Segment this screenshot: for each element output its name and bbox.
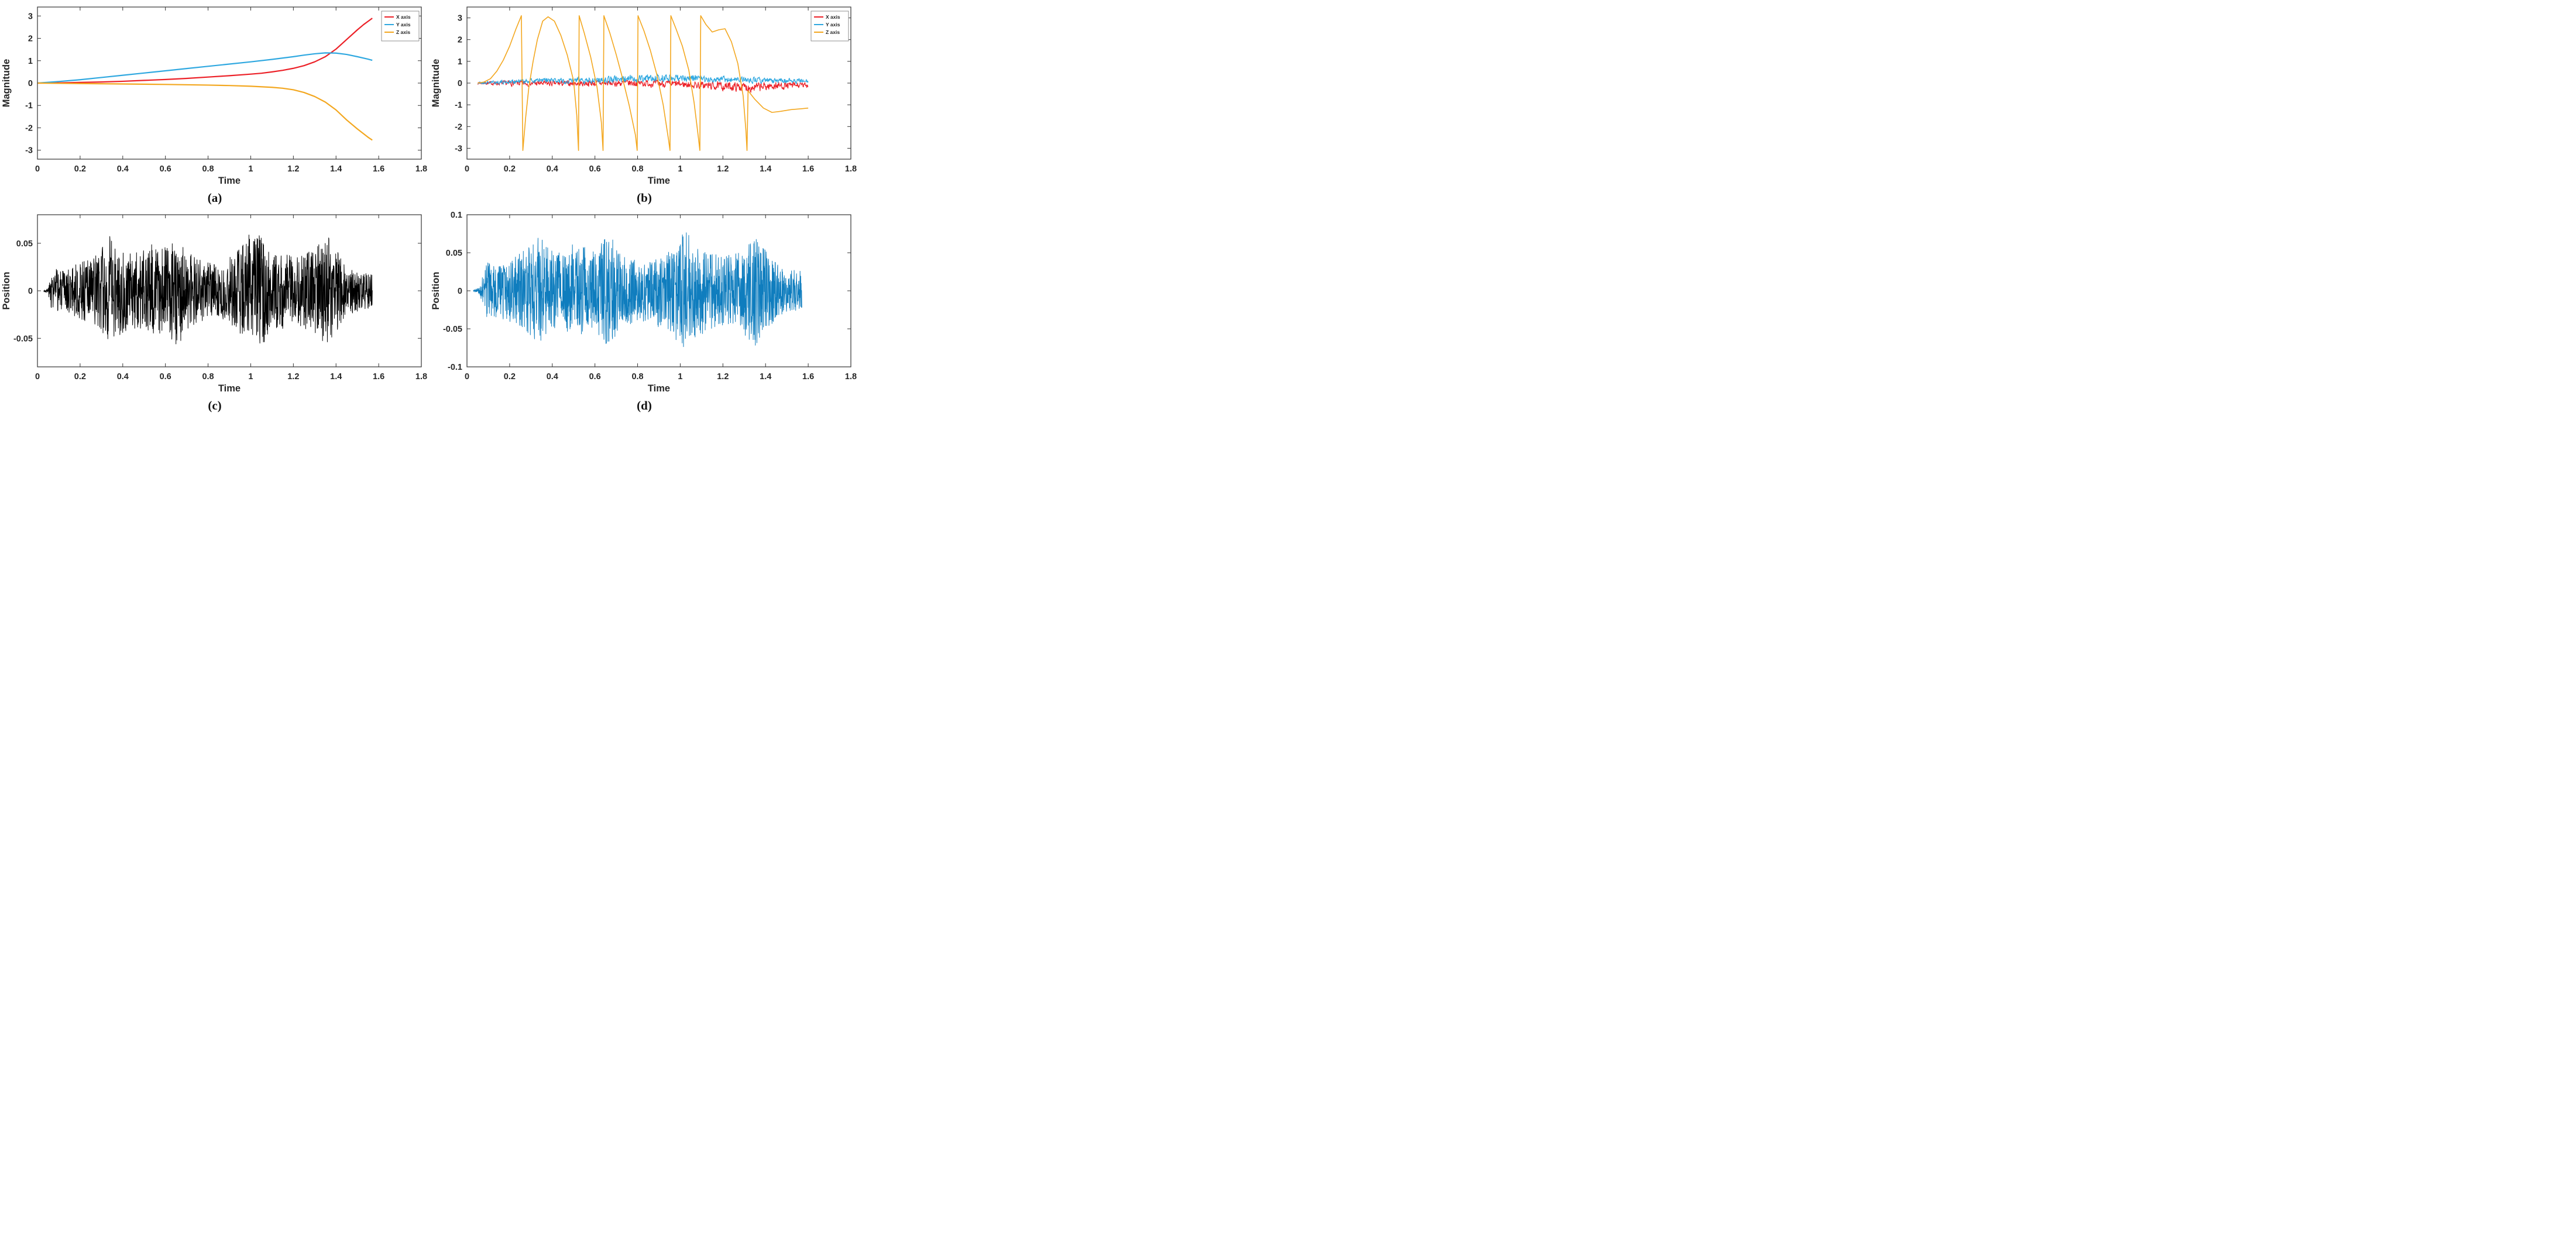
svg-text:3: 3 (28, 12, 33, 21)
svg-text:-0.05: -0.05 (443, 325, 462, 334)
svg-text:0.4: 0.4 (547, 164, 558, 174)
svg-text:1.4: 1.4 (760, 164, 771, 174)
svg-text:-1: -1 (455, 101, 462, 110)
svg-text:0.8: 0.8 (202, 372, 214, 381)
svg-text:3: 3 (458, 14, 462, 23)
svg-text:-2: -2 (455, 122, 462, 132)
caption-a: (a) (207, 191, 222, 205)
svg-text:0.2: 0.2 (74, 372, 86, 381)
svg-text:Z axis: Z axis (826, 29, 840, 35)
svg-text:0: 0 (35, 164, 40, 174)
caption-c: (c) (208, 398, 222, 412)
svg-text:1.6: 1.6 (373, 372, 384, 381)
svg-text:0.4: 0.4 (117, 164, 129, 174)
svg-text:1: 1 (458, 57, 462, 67)
svg-text:0: 0 (465, 164, 469, 174)
svg-text:1.8: 1.8 (845, 372, 857, 381)
svg-text:-3: -3 (455, 144, 462, 153)
svg-text:1: 1 (248, 164, 253, 174)
svg-text:1: 1 (28, 57, 33, 66)
svg-text:0: 0 (458, 79, 462, 88)
svg-text:0.6: 0.6 (589, 372, 601, 381)
svg-text:0.6: 0.6 (589, 164, 601, 174)
chart-a-magnitude: 0 0.2 0.4 0.6 0.8 1 1.2 1.4 1.6 1.8 -3 -2 -1 0 1 2 3 Time… (0, 1, 430, 190)
svg-text:X axis: X axis (396, 14, 411, 20)
svg-text:1: 1 (678, 164, 682, 174)
svg-text:0.8: 0.8 (202, 164, 214, 174)
svg-text:1.8: 1.8 (845, 164, 857, 174)
svg-text:Time: Time (218, 176, 241, 186)
svg-text:0.8: 0.8 (631, 372, 643, 381)
svg-text:1.4: 1.4 (330, 164, 342, 174)
svg-text:0.6: 0.6 (160, 164, 171, 174)
svg-text:0.8: 0.8 (631, 164, 643, 174)
svg-text:0.2: 0.2 (504, 372, 516, 381)
svg-text:1.6: 1.6 (373, 164, 384, 174)
svg-text:Time: Time (218, 383, 241, 394)
svg-text:1.8: 1.8 (415, 164, 427, 174)
svg-text:Z axis: Z axis (396, 29, 410, 35)
svg-text:1.2: 1.2 (287, 372, 299, 381)
svg-text:1.2: 1.2 (717, 164, 729, 174)
svg-text:0.1: 0.1 (451, 211, 462, 220)
svg-text:0: 0 (465, 372, 469, 381)
svg-text:Magnitude: Magnitude (1, 59, 12, 108)
svg-text:1.6: 1.6 (802, 372, 814, 381)
chart-c-position: 0 0.2 0.4 0.6 0.8 1 1.2 1.4 1.6 1.8 -0.05 0 0.05 Time… (0, 209, 430, 397)
svg-text:1.4: 1.4 (330, 372, 342, 381)
svg-text:Y axis: Y axis (826, 22, 840, 27)
svg-text:1.6: 1.6 (802, 164, 814, 174)
svg-text:0.4: 0.4 (117, 372, 129, 381)
svg-text:Time: Time (648, 176, 670, 186)
svg-text:1: 1 (248, 372, 253, 381)
panel-c: 0 0.2 0.4 0.6 0.8 1 1.2 1.4 1.6 1.8 -0.05 0 0.05 Time… (0, 209, 430, 417)
svg-text:0.4: 0.4 (547, 372, 558, 381)
svg-text:0: 0 (35, 372, 40, 381)
svg-text:2: 2 (28, 35, 33, 44)
svg-text:Magnitude: Magnitude (431, 59, 441, 108)
svg-text:Y axis: Y axis (396, 22, 411, 27)
caption-d: (d) (637, 398, 652, 412)
svg-text:0: 0 (458, 287, 462, 296)
svg-text:0: 0 (28, 79, 33, 88)
svg-text:-3: -3 (25, 146, 33, 156)
svg-text:1.2: 1.2 (287, 164, 299, 174)
svg-text:0.2: 0.2 (504, 164, 516, 174)
svg-text:1: 1 (678, 372, 682, 381)
svg-text:0.2: 0.2 (74, 164, 86, 174)
svg-text:1.2: 1.2 (717, 372, 729, 381)
svg-text:1.4: 1.4 (760, 372, 771, 381)
svg-text:Position: Position (431, 271, 441, 310)
svg-text:0.6: 0.6 (160, 372, 171, 381)
figure-grid: 0 0.2 0.4 0.6 0.8 1 1.2 1.4 1.6 1.8 -3 -2 -1 0 1 2 3 Time… (0, 0, 859, 418)
caption-b: (b) (637, 191, 652, 205)
chart-b-magnitude: 0 0.2 0.4 0.6 0.8 1 1.2 1.4 1.6 1.8 -3 -2 -1 0 1 2 3 Time… (430, 1, 859, 190)
svg-text:2: 2 (458, 36, 462, 45)
panel-a: 0 0.2 0.4 0.6 0.8 1 1.2 1.4 1.6 1.8 -3 -2 -1 0 1 2 3 Time… (0, 1, 430, 209)
chart-d-position: 0 0.2 0.4 0.6 0.8 1 1.2 1.4 1.6 1.8 -0.1 -0.05 0 0.05… (430, 209, 859, 397)
svg-text:0: 0 (28, 287, 33, 296)
svg-text:-0.1: -0.1 (448, 363, 462, 372)
svg-text:1.8: 1.8 (415, 372, 427, 381)
svg-text:-2: -2 (25, 123, 33, 133)
svg-text:-1: -1 (25, 101, 33, 111)
svg-text:-0.05: -0.05 (13, 334, 33, 343)
panel-b: 0 0.2 0.4 0.6 0.8 1 1.2 1.4 1.6 1.8 -3 -2 -1 0 1 2 3 Time… (430, 1, 859, 209)
svg-text:0.05: 0.05 (446, 249, 462, 258)
svg-text:X axis: X axis (826, 14, 840, 20)
svg-text:0.05: 0.05 (16, 239, 33, 249)
svg-text:Time: Time (648, 383, 670, 394)
svg-text:Position: Position (1, 271, 12, 310)
panel-d: 0 0.2 0.4 0.6 0.8 1 1.2 1.4 1.6 1.8 -0.1 -0.05 0 0.05… (430, 209, 859, 417)
